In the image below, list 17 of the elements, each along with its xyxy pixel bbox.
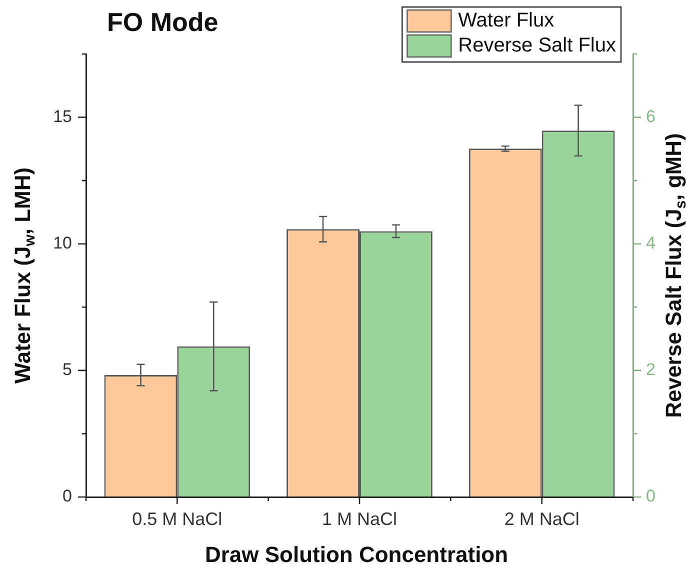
x-tick-label: 0.5 M NaCl: [132, 508, 222, 529]
y2-tick-label: 0: [646, 486, 656, 506]
y-tick-label: 0: [62, 486, 72, 506]
y2-axis-title: Reverse Salt Flux (Js, gMH): [661, 133, 687, 418]
legend-label: Water Flux: [458, 10, 554, 32]
x-tick-label: 2 M NaCl: [504, 508, 580, 529]
y2-tick-label: 4: [646, 234, 656, 253]
chart-title: FO Mode: [107, 7, 218, 38]
x-tick-label: 1 M NaCl: [322, 508, 398, 529]
y-tick-label: 15: [53, 106, 72, 126]
y-tick-label: 5: [62, 360, 72, 380]
y-tick-label: 10: [53, 234, 72, 253]
x-axis-title: Draw Solution Concentration: [204, 542, 508, 568]
legend-label: Reverse Salt Flux: [458, 34, 616, 57]
y2-tick-label: 2: [646, 360, 656, 380]
y2-tick-label: 6: [646, 106, 656, 126]
y-axis-title: Water Flux (Jw, LMH): [10, 167, 39, 384]
